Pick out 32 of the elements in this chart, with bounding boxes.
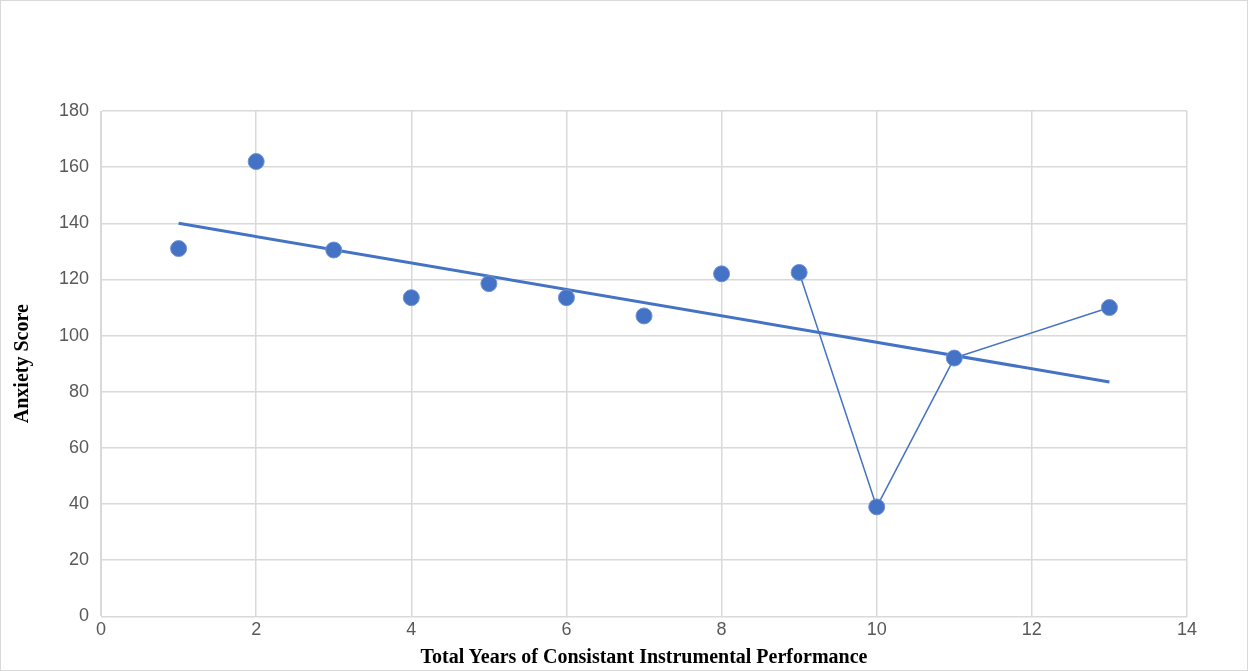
y-tick-label: 120 — [58, 268, 90, 289]
x-tick-label: 0 — [96, 619, 107, 640]
x-axis-title: Total Years of Consistant Instrumental Performance — [420, 645, 868, 668]
point — [402, 289, 420, 307]
x-tick-label: 6 — [561, 619, 572, 640]
y-tick-label: 80 — [69, 380, 90, 401]
y-tick-label: 140 — [58, 212, 90, 233]
point — [557, 289, 575, 307]
x-tick-label: 14 — [1176, 619, 1198, 640]
y-tick-label: 20 — [69, 549, 90, 570]
point — [1100, 299, 1118, 317]
point — [480, 275, 498, 293]
y-tick-label: 40 — [69, 493, 90, 514]
y-tick-label: 100 — [58, 324, 90, 345]
y-tick-label: 60 — [69, 436, 90, 457]
x-tick-label: 4 — [406, 619, 417, 640]
x-tick-label: 12 — [1021, 619, 1042, 640]
point — [790, 263, 808, 281]
x-tick-label: 2 — [251, 619, 262, 640]
point — [945, 349, 963, 367]
point — [868, 498, 886, 516]
y-tick-label: 180 — [58, 99, 90, 120]
y-axis-title: Anxiety Score — [10, 304, 34, 424]
x-tick-label: 8 — [716, 619, 727, 640]
point — [247, 153, 265, 171]
y-tick-label: 160 — [58, 156, 90, 177]
point — [170, 240, 188, 258]
point — [325, 241, 343, 259]
y-tick-label: 0 — [79, 605, 90, 626]
point — [713, 265, 731, 283]
point — [635, 307, 653, 325]
x-tick-label: 10 — [866, 619, 887, 640]
